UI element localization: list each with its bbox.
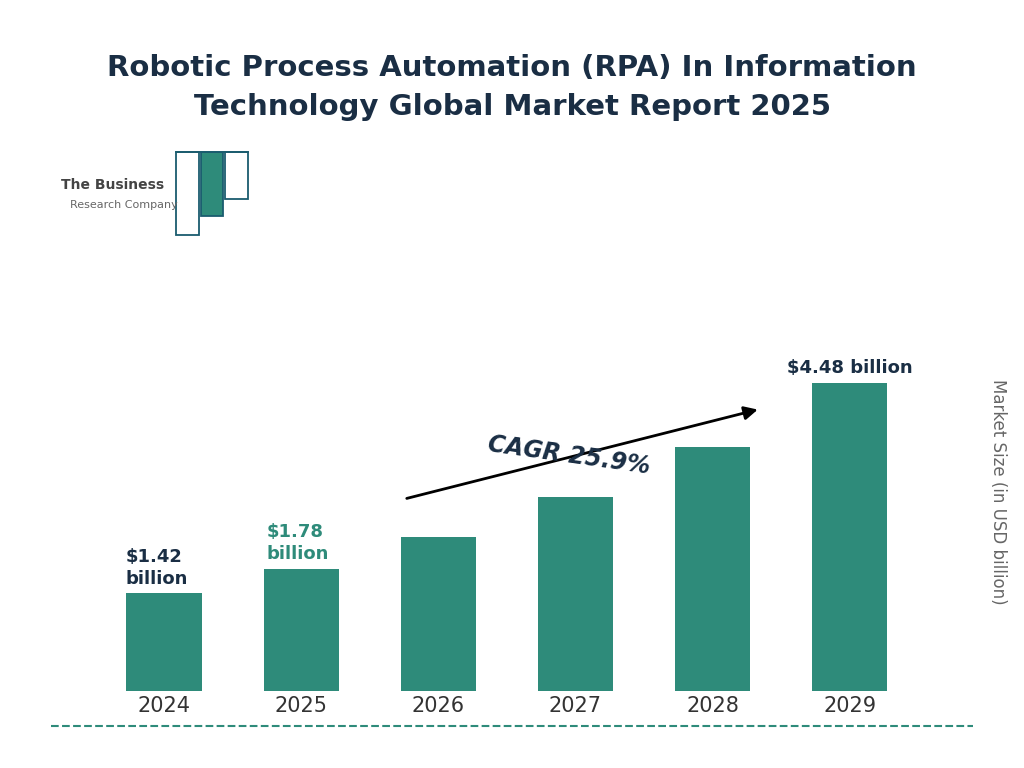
Text: $1.78
billion: $1.78 billion (267, 523, 330, 563)
Bar (127, 594, 202, 691)
Text: Robotic Process Automation (RPA) In Information
Technology Global Market Report : Robotic Process Automation (RPA) In Info… (108, 54, 916, 121)
Text: Research Company: Research Company (70, 200, 177, 210)
Bar (176, 152, 199, 235)
Text: $4.48 billion: $4.48 billion (786, 359, 912, 377)
Text: $1.42
billion: $1.42 billion (126, 548, 188, 588)
Bar (675, 447, 751, 691)
Bar (538, 497, 613, 691)
Bar (225, 152, 248, 199)
Bar (201, 152, 223, 217)
Text: CAGR 25.9%: CAGR 25.9% (486, 432, 651, 478)
Bar (263, 568, 339, 691)
Bar (812, 382, 887, 691)
Text: Market Size (in USD billion): Market Size (in USD billion) (989, 379, 1008, 604)
Bar (400, 537, 476, 691)
Text: The Business: The Business (61, 178, 165, 192)
